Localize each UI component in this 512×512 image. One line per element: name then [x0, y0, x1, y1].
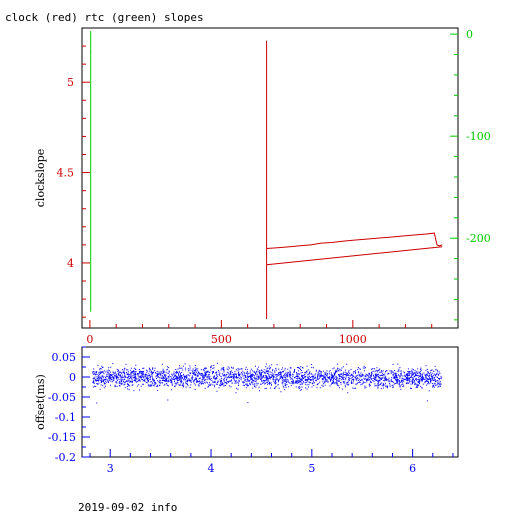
top-left-tick-label: 4.5	[57, 167, 75, 180]
top-chart-right-axis: 0 -100 -200	[450, 28, 491, 321]
clock-series-line	[266, 232, 443, 249]
top-right-tick-label: -200	[466, 232, 491, 245]
bottom-y-tick-label: -0.2	[55, 451, 76, 464]
bottom-chart-ylabel: offset(ms)	[34, 374, 47, 430]
bottom-y-tick-label: -0.15	[48, 431, 76, 444]
top-chart-frame	[81, 27, 459, 329]
top-left-tick-label: 5	[67, 76, 74, 89]
top-chart-left-axis: 44.55	[57, 45, 90, 318]
bottom-chart-frame	[81, 346, 459, 458]
bottom-y-tick-label: 0.05	[52, 351, 77, 364]
bottom-chart-x-axis: 3 4 5 6	[89, 449, 454, 475]
top-x-tick-label: 0	[86, 333, 93, 346]
bottom-y-tick-label: -0.05	[48, 391, 76, 404]
top-chart-title: clock (red) rtc (green) slopes	[5, 11, 204, 24]
bottom-x-tick-label: 6	[409, 462, 416, 475]
top-left-tick-label: 4	[67, 257, 74, 270]
footer-text: 2019-09-02 info	[78, 501, 177, 512]
bottom-y-tick-label: -0.1	[55, 411, 76, 424]
top-right-tick-label: 0	[466, 28, 473, 41]
bottom-x-tick-label: 3	[107, 462, 114, 475]
top-x-tick-label: 1000	[339, 333, 367, 346]
top-x-tick-label: 500	[211, 333, 232, 346]
clock-series-line	[266, 246, 443, 266]
bottom-chart: 3 4 5 6 0.05 0 -0.05 -0.1 -0.15 -0.2 offset(ms)	[34, 346, 459, 475]
bottom-y-tick-label: 0	[69, 371, 76, 384]
top-chart-series	[90, 31, 443, 319]
top-chart-x-axis: 0 500 1000	[86, 320, 433, 346]
bottom-chart-y-axis: 0.05 0 -0.05 -0.1 -0.15 -0.2	[48, 346, 90, 464]
bottom-chart-points	[92, 362, 442, 404]
top-right-tick-label: -100	[466, 130, 491, 143]
top-chart: 0 500 1000 44.55 0-100-200 clockslope	[34, 27, 491, 346]
offset-scatter-points	[92, 362, 442, 404]
bottom-x-tick-label: 4	[208, 462, 215, 475]
top-chart-ylabel: clockslope	[34, 149, 47, 207]
bottom-x-tick-label: 5	[308, 462, 315, 475]
